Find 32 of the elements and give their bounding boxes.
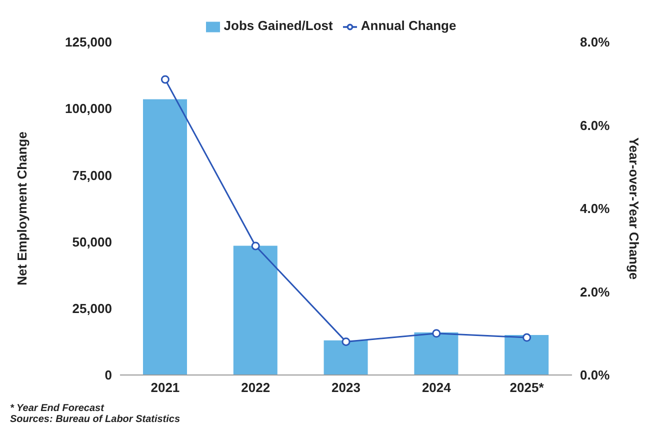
y2-tick-label: 0.0% <box>580 368 610 383</box>
y2-axis-title: Year-over-Year Change <box>626 137 642 280</box>
y2-tick-label: 8.0% <box>580 34 610 50</box>
y-tick-label: 100,000 <box>65 101 112 116</box>
y2-tick-label: 4.0% <box>580 201 610 216</box>
point <box>522 333 532 342</box>
y-tick-label: 0 <box>104 368 112 383</box>
y-axis-title: Net Employment Change <box>14 132 30 286</box>
y-tick-label: 75,000 <box>72 168 112 183</box>
y2-tick-label: 6.0% <box>580 118 610 133</box>
x-tick-label: 2021 <box>150 380 180 396</box>
x-tick-label: 2022 <box>241 380 270 396</box>
y-tick-label: 125,000 <box>65 34 112 50</box>
y-tick-label: 25,000 <box>72 301 112 316</box>
point <box>160 75 170 84</box>
x-tick-label: 2023 <box>332 380 360 396</box>
point <box>342 337 350 346</box>
point <box>432 329 441 338</box>
source-note: Sources: Bureau of Labor Statistics <box>10 414 182 425</box>
bar <box>324 340 368 375</box>
bar <box>143 99 187 375</box>
text: * Year End Forecast <box>10 403 106 414</box>
y-tick-label: 50,000 <box>72 234 112 250</box>
bar <box>504 335 549 375</box>
bar <box>414 332 458 375</box>
legend-label: Annual Change <box>360 18 456 33</box>
x-tick-label: 2025* <box>510 380 545 396</box>
x-tick-label: 2024 <box>422 380 452 396</box>
bar <box>233 246 278 375</box>
legend-label: Jobs Gained/Lost <box>224 18 333 33</box>
y2-tick-label: 2.0% <box>580 284 610 300</box>
point <box>251 242 260 250</box>
